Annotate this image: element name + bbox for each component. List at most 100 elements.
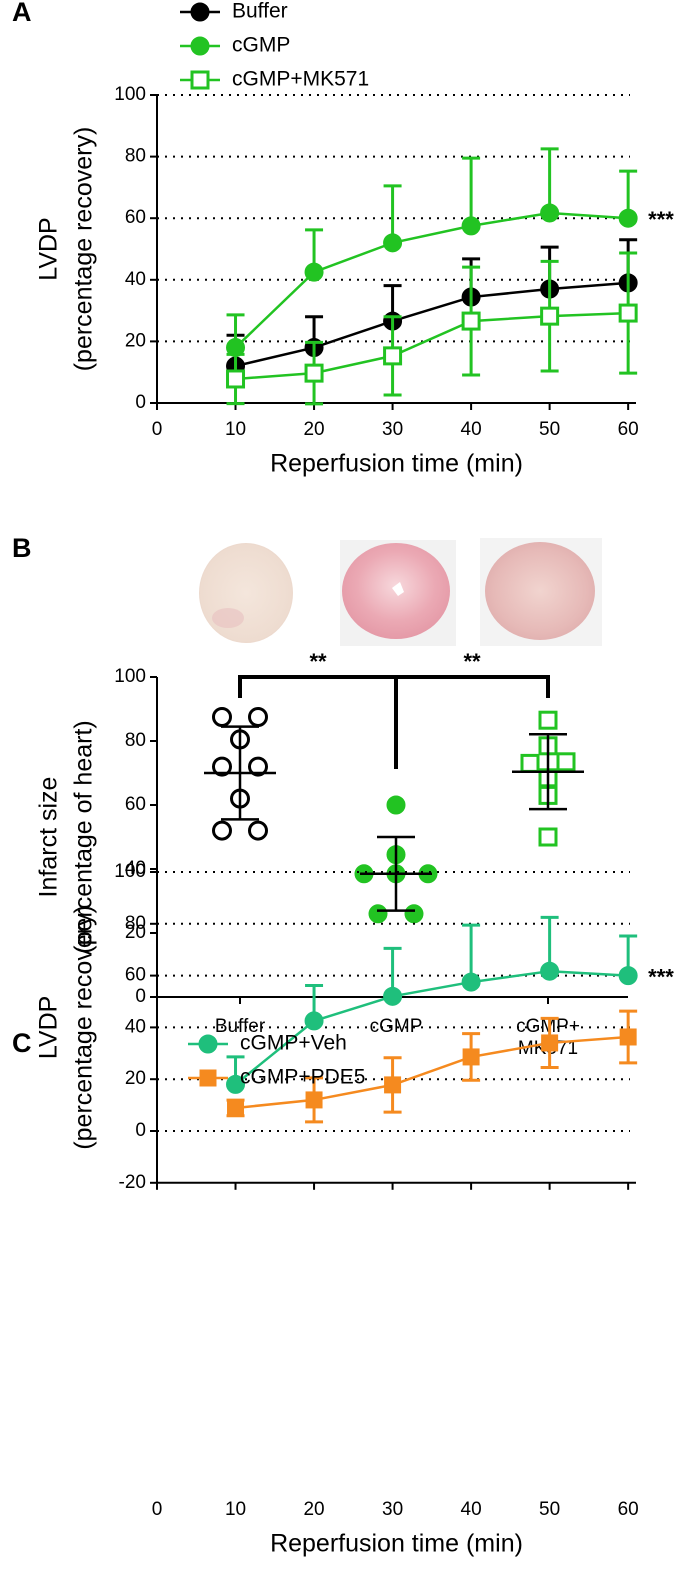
marker — [540, 306, 560, 326]
y-tick-label: 0 — [135, 392, 146, 413]
y-tick-label: 20 — [125, 330, 146, 351]
y-tick-label: 80 — [125, 730, 146, 751]
significance-label: ** — [463, 649, 481, 674]
marker — [386, 795, 406, 815]
x-tick-label: 0 — [152, 419, 163, 440]
x-axis-title: Reperfusion time (min) — [270, 450, 523, 478]
marker — [212, 707, 232, 727]
heart-images — [199, 538, 602, 646]
y-tick-label: 80 — [125, 146, 146, 167]
marker — [520, 753, 540, 773]
annotation: *** — [648, 964, 674, 989]
legend-label: cGMP+MK571 — [232, 68, 369, 91]
marker — [383, 346, 403, 366]
x-tick-label: 40 — [461, 1499, 482, 1520]
marker — [538, 827, 558, 847]
marker — [199, 1069, 217, 1087]
series-line — [234, 211, 629, 349]
y-tick-label: 100 — [114, 666, 146, 687]
y-tick-label: 100 — [114, 861, 146, 882]
y-tick-label: 80 — [125, 913, 146, 934]
y-tick-label: 20 — [125, 922, 146, 943]
marker — [212, 756, 232, 777]
marker — [556, 752, 576, 772]
series-line — [235, 1035, 629, 1110]
y-tick-label: 0 — [135, 986, 146, 1007]
x-tick-label: 0 — [152, 1499, 163, 1520]
marker — [619, 1028, 637, 1046]
significance-bracket — [238, 675, 550, 769]
y-tick-label: 20 — [125, 1068, 146, 1089]
y-tick-label: 100 — [114, 84, 146, 105]
marker — [226, 1074, 246, 1094]
y-tick-label: 40 — [125, 269, 146, 290]
x-tick-label: 50 — [539, 1499, 560, 1520]
marker — [462, 1048, 480, 1066]
legend-label: cGMP — [232, 34, 290, 57]
y-tick-label: 60 — [125, 207, 146, 228]
marker — [540, 203, 560, 223]
y-tick-label: 40 — [125, 1016, 146, 1037]
heart-photo — [199, 543, 293, 643]
x-tick-label: cGMP — [370, 1016, 423, 1037]
heart-lumen — [392, 582, 404, 596]
y-tick-label: 60 — [125, 794, 146, 815]
x-tick-label: 40 — [461, 419, 482, 440]
x-tick-label: Buffer — [215, 1016, 266, 1037]
x-tick-label: 60 — [618, 1499, 639, 1520]
marker — [190, 70, 210, 90]
panel-label: C — [12, 1028, 32, 1058]
y-tick-label: 0 — [135, 1120, 146, 1141]
y-axis-title: LVDP — [35, 217, 63, 280]
marker — [304, 262, 324, 282]
marker — [248, 756, 268, 777]
y-axis-title: (percentage recovery) — [70, 905, 98, 1150]
marker — [248, 820, 268, 841]
y-axis-title: Infarct size — [35, 777, 63, 898]
marker — [190, 36, 210, 56]
marker — [538, 710, 558, 730]
panel-label: B — [12, 533, 32, 563]
marker — [541, 1034, 559, 1052]
marker — [212, 820, 232, 841]
marker — [461, 216, 481, 236]
marker — [368, 904, 388, 924]
x-axis-title: Reperfusion time (min) — [270, 1530, 523, 1558]
marker — [384, 1076, 402, 1094]
y-tick-label: 60 — [125, 965, 146, 986]
marker — [540, 961, 560, 981]
marker — [304, 1011, 324, 1031]
marker — [248, 707, 268, 727]
panel-label: A — [12, 0, 32, 27]
y-axis-title: (percentage of heart) — [70, 720, 98, 953]
series-line — [235, 281, 629, 368]
y-axis-title: (percentage recovery) — [70, 127, 98, 372]
marker — [198, 1034, 218, 1054]
marker — [461, 311, 481, 331]
legend-label: cGMP+Veh — [240, 1032, 347, 1055]
marker — [461, 972, 481, 992]
heart-photo — [485, 542, 595, 640]
marker — [404, 904, 424, 924]
x-tick-label: 60 — [618, 419, 639, 440]
legend-label: Buffer — [232, 0, 288, 23]
marker — [304, 363, 324, 383]
x-tick-label: 10 — [225, 1499, 246, 1520]
heart-stain — [212, 608, 244, 628]
marker — [383, 233, 403, 253]
legend-label: cGMP+PDE5 — [240, 1066, 365, 1089]
y-axis-title: LVDP — [35, 996, 63, 1059]
marker — [383, 986, 403, 1006]
series-line — [234, 969, 629, 1086]
marker — [226, 369, 246, 389]
marker — [227, 1099, 245, 1117]
x-tick-label: 30 — [382, 1499, 403, 1520]
x-tick-label: 20 — [303, 419, 324, 440]
annotation: *** — [648, 207, 674, 232]
series-line — [235, 311, 629, 381]
marker — [618, 966, 638, 986]
marker — [305, 1091, 323, 1109]
x-tick-label: 50 — [539, 419, 560, 440]
